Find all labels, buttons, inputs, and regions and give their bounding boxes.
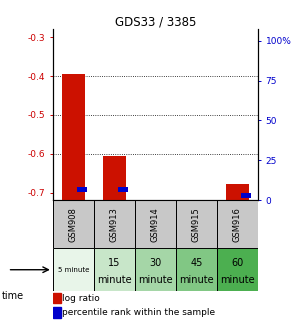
Bar <box>103 156 125 200</box>
Bar <box>176 249 217 291</box>
Text: GSM916: GSM916 <box>233 207 242 242</box>
Bar <box>94 249 135 291</box>
Bar <box>135 249 176 291</box>
Bar <box>94 200 135 249</box>
Text: minute: minute <box>97 275 132 285</box>
Text: GSM915: GSM915 <box>192 207 201 242</box>
Text: GSM914: GSM914 <box>151 207 160 242</box>
Text: 5 minute: 5 minute <box>57 267 89 273</box>
Bar <box>241 193 251 198</box>
Text: GSM908: GSM908 <box>69 207 78 242</box>
Bar <box>53 249 94 291</box>
Bar <box>53 307 61 318</box>
Bar <box>217 200 258 249</box>
Bar <box>77 187 87 192</box>
Bar <box>226 184 248 200</box>
Text: 60: 60 <box>231 258 243 268</box>
Text: 45: 45 <box>190 258 202 268</box>
Title: GDS33 / 3385: GDS33 / 3385 <box>115 15 196 28</box>
Bar <box>176 200 217 249</box>
Bar <box>62 74 84 200</box>
Text: minute: minute <box>179 275 214 285</box>
Bar <box>135 200 176 249</box>
Bar <box>53 293 61 303</box>
Bar <box>217 249 258 291</box>
Bar <box>53 200 94 249</box>
Text: minute: minute <box>138 275 173 285</box>
Bar <box>118 187 128 192</box>
Text: log ratio: log ratio <box>62 294 100 303</box>
Text: 30: 30 <box>149 258 161 268</box>
Text: minute: minute <box>220 275 255 285</box>
Text: GSM913: GSM913 <box>110 207 119 242</box>
Text: percentile rank within the sample: percentile rank within the sample <box>62 308 215 317</box>
Text: time: time <box>1 291 24 301</box>
Text: 15: 15 <box>108 258 120 268</box>
